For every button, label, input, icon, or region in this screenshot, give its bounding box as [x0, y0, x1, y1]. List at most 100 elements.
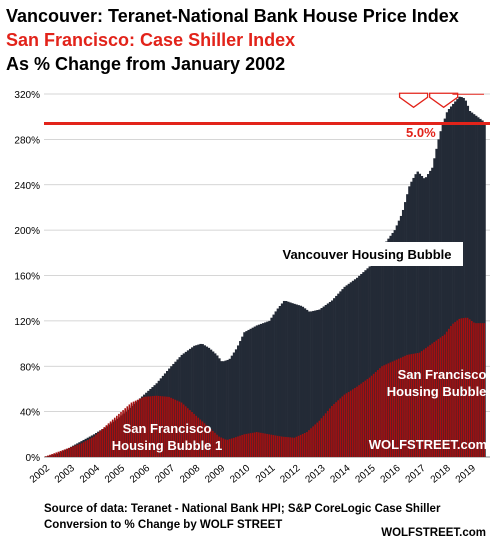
san-francisco-bar: [141, 397, 143, 457]
vancouver-bar: [420, 175, 424, 458]
x-tick-label: 2007: [153, 463, 177, 486]
chart-subtitle: As % Change from January 2002: [6, 54, 286, 74]
vancouver-bar: [443, 118, 447, 457]
san-francisco-bar: [65, 448, 68, 457]
vancouver-bar: [445, 112, 449, 457]
san-francisco-bar: [280, 436, 283, 457]
vancouver-bar: [282, 300, 286, 457]
san-francisco-bar: [260, 432, 262, 457]
san-francisco-bar: [80, 443, 83, 457]
san-francisco-bar: [151, 396, 154, 457]
san-francisco-bar: [207, 427, 210, 457]
san-francisco-bar: [450, 325, 452, 457]
san-francisco-bar: [320, 418, 323, 457]
vancouver-bar: [289, 302, 292, 457]
san-francisco-bar: [333, 404, 335, 457]
san-francisco-bar: [72, 446, 74, 457]
san-francisco-bar: [318, 420, 321, 457]
vancouver-bar: [376, 253, 380, 457]
vancouver-bar: [389, 235, 392, 457]
vancouver-bar: [418, 173, 422, 457]
san-francisco-bar: [214, 432, 216, 457]
vancouver-bar: [222, 361, 225, 457]
san-francisco-bar: [93, 436, 95, 457]
y-tick-label: 120%: [14, 317, 40, 328]
san-francisco-bar: [460, 318, 463, 457]
vancouver-bar: [285, 301, 288, 457]
san-francisco-bar: [113, 417, 116, 457]
san-francisco-bar: [218, 436, 220, 457]
san-francisco-bar: [262, 433, 264, 457]
san-francisco-bar: [243, 434, 245, 457]
y-tick-label: 40%: [20, 408, 40, 419]
san-francisco-bar: [387, 363, 390, 457]
san-francisco-bar: [147, 396, 149, 457]
x-tick-label: 2013: [303, 463, 327, 486]
san-francisco-bar: [366, 379, 369, 457]
san-francisco-bar: [383, 365, 385, 457]
vancouver-bar: [378, 250, 382, 457]
vancouver-bar: [293, 303, 296, 457]
vancouver-bar: [437, 139, 440, 457]
vancouver-bar: [368, 266, 371, 457]
san-francisco-bar: [443, 334, 446, 457]
san-francisco-bar: [462, 318, 465, 457]
vancouver-bar: [270, 317, 273, 457]
san-francisco-bar: [51, 453, 53, 457]
vancouver-bar: [184, 351, 188, 457]
san-francisco-bar: [153, 395, 156, 457]
san-francisco-bar: [456, 320, 458, 457]
vancouver-bar: [462, 97, 465, 457]
chart-titles: Vancouver: Teranet-National Bank House P…: [6, 4, 459, 76]
san-francisco-bar: [283, 436, 285, 457]
san-francisco-bar: [245, 433, 248, 457]
san-francisco-bar: [255, 432, 258, 457]
vancouver-bar: [193, 345, 196, 457]
san-francisco-bar: [454, 322, 456, 457]
sf1-label-line2: Housing Bubble 1: [112, 438, 223, 453]
vancouver-bar: [214, 353, 217, 457]
vancouver-bar: [228, 358, 232, 457]
san-francisco-bar: [205, 425, 208, 457]
vancouver-bar: [349, 282, 353, 457]
vancouver-bar: [479, 118, 482, 457]
san-francisco-bar: [220, 437, 223, 457]
san-francisco-bar: [203, 423, 206, 457]
vancouver-bar: [312, 310, 315, 457]
y-tick-label: 80%: [20, 362, 40, 373]
san-francisco-bar: [128, 404, 131, 457]
san-francisco-bar: [251, 432, 254, 457]
vancouver-bar: [195, 345, 198, 457]
vancouver-bar: [412, 177, 415, 457]
san-francisco-bar: [400, 357, 402, 457]
san-francisco-bar: [406, 354, 408, 457]
san-francisco-bar: [74, 445, 76, 457]
vancouver-bar: [441, 124, 445, 457]
san-francisco-bar: [435, 340, 438, 457]
san-francisco-bar: [88, 438, 91, 457]
vancouver-bar: [424, 177, 428, 457]
san-francisco-bar: [224, 439, 227, 457]
vancouver-bar: [291, 303, 294, 457]
san-francisco-bar: [195, 415, 197, 457]
san-francisco-bar: [178, 401, 181, 457]
watermark: WOLFSTREET.com: [369, 437, 487, 452]
drop-arrow-left: [398, 92, 429, 109]
x-tick-label: 2002: [28, 463, 52, 486]
san-francisco-bar: [312, 426, 314, 457]
san-francisco-bar: [182, 404, 185, 457]
san-francisco-bar: [111, 419, 114, 457]
x-tick-label: 2011: [254, 463, 278, 486]
footer-brand: WOLFSTREET.com: [381, 527, 486, 539]
san-francisco-bar: [414, 353, 417, 457]
san-francisco-bar: [427, 346, 429, 457]
san-francisco-bar: [299, 434, 302, 457]
san-francisco-bar: [397, 358, 400, 457]
san-francisco-bar: [241, 435, 243, 457]
san-francisco-bar: [360, 383, 362, 457]
san-francisco-bar: [57, 451, 60, 457]
vancouver-bar: [328, 301, 332, 457]
san-francisco-bar: [78, 444, 81, 457]
san-francisco-bar: [341, 396, 344, 457]
footer: Source of data: Teranet - National Bank …: [44, 501, 440, 533]
